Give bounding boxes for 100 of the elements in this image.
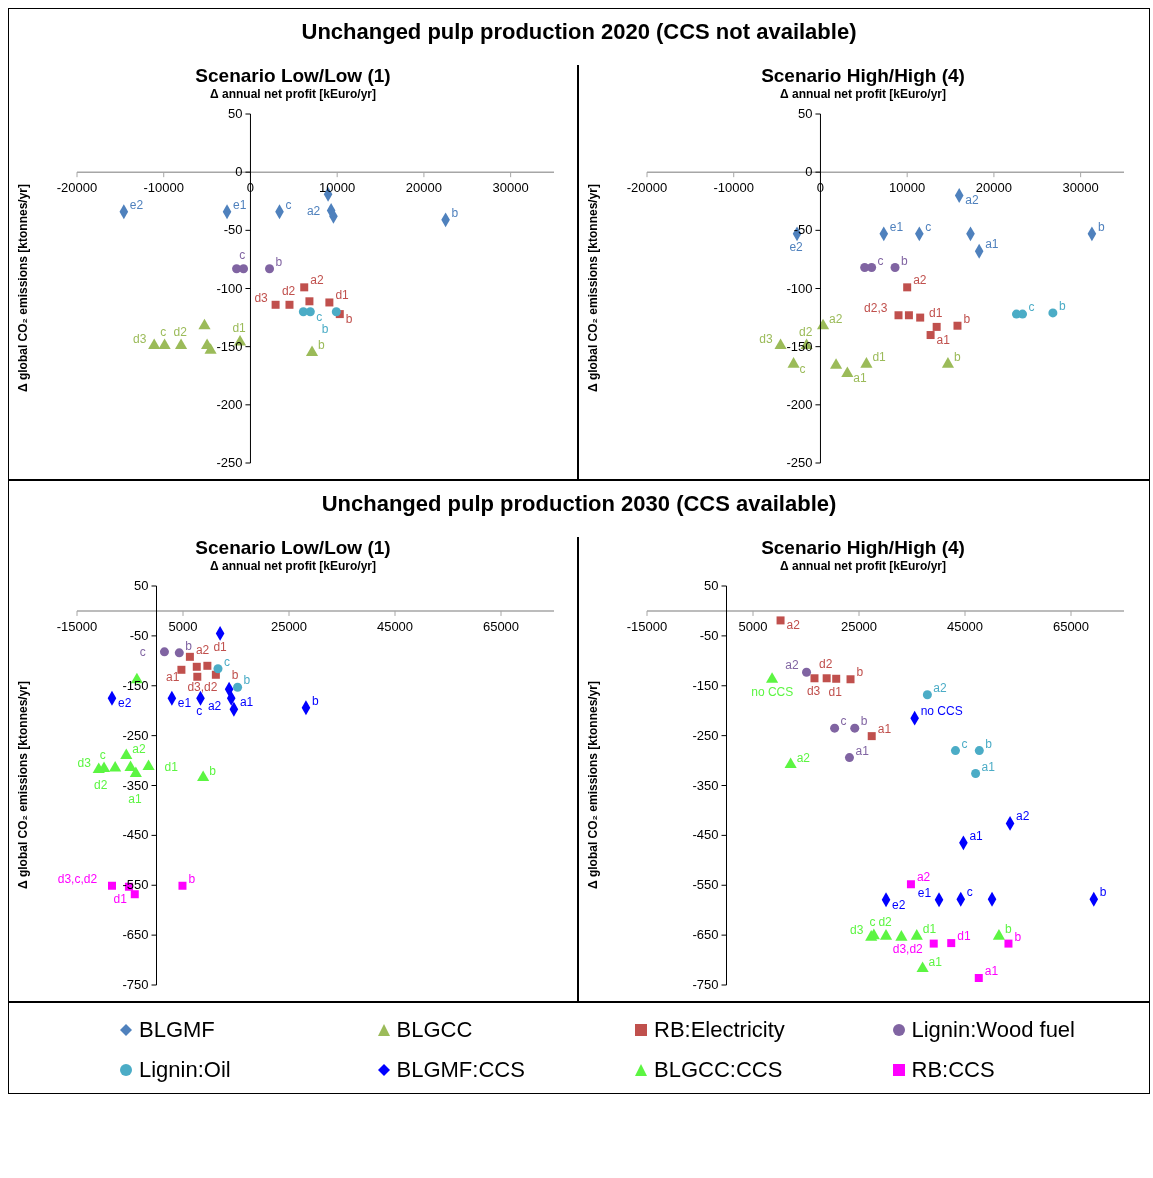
data-label: b (953, 350, 961, 365)
point (774, 338, 787, 350)
data-label: a2 (785, 658, 799, 673)
data-label: a2 (786, 618, 801, 633)
data-label: b (860, 714, 868, 729)
data-label: a1 (985, 237, 999, 252)
data-label: b (311, 693, 319, 708)
y-tick-label: -50 (699, 627, 719, 643)
data-label: d3 (806, 684, 821, 699)
legend-label: Lignin:Wood fuel (911, 1017, 1075, 1043)
y-tick-label: -150 (122, 677, 149, 693)
y-tick-label: -450 (122, 827, 149, 843)
point (158, 338, 171, 350)
data-label: c (966, 885, 973, 900)
y-tick-label: -50 (793, 222, 813, 238)
point (325, 298, 334, 307)
y-tick-label: 50 (797, 106, 813, 121)
y-tick-label: -550 (122, 877, 149, 893)
y-axis-title: Δ global CO₂ emissions [ktonnes/yr] (586, 184, 600, 392)
x-axis-title: Δ annual net profit [kEuro/yr] (210, 87, 376, 101)
data-label: a2 (965, 193, 979, 208)
data-label: e2 (892, 897, 906, 912)
y-tick-label: -350 (692, 777, 719, 793)
x-tick-label: 65000 (482, 618, 520, 634)
data-label: d1 (828, 684, 843, 699)
y-tick-label: -550 (692, 877, 719, 893)
data-label: c (196, 704, 203, 719)
data-label: d3 (132, 331, 147, 346)
point (941, 357, 955, 368)
data-label: a1 (984, 964, 999, 979)
point (971, 769, 981, 779)
text: Unchanged pulp production 2030 (CCS available) (320, 491, 838, 517)
data-label: a2 (829, 311, 843, 326)
data-label: e2 (129, 197, 144, 212)
point (203, 661, 212, 670)
point (953, 321, 962, 330)
legend-label: BLGCC:CCS (654, 1057, 783, 1083)
x-tick-label: -20000 (626, 180, 668, 196)
point (776, 616, 785, 625)
y-tick-label: -650 (692, 927, 719, 943)
data-label: a2 (306, 204, 321, 219)
data-label: a1 (166, 669, 180, 684)
legend-label: RB:Electricity (654, 1017, 785, 1043)
point (285, 300, 294, 309)
point (832, 674, 841, 683)
point (107, 881, 116, 890)
point (926, 331, 935, 340)
point (109, 761, 122, 772)
y-tick-label: 0 (805, 164, 813, 180)
point (204, 343, 217, 354)
data-label: d3 (759, 331, 774, 346)
x-tick-label: -10000 (713, 180, 754, 196)
data-label: a1 (969, 828, 984, 843)
point (233, 682, 243, 692)
data-label: d2 (798, 324, 813, 339)
data-label: b (901, 253, 909, 268)
y-axis-title: Δ global CO₂ emissions [ktonnes/yr] (16, 184, 30, 392)
data-label: d3 (254, 290, 269, 305)
data-label: b (321, 321, 329, 336)
data-label: d2 (281, 283, 296, 298)
data-label: c (925, 219, 932, 234)
data-label: a2 (132, 741, 146, 756)
data-label: c (139, 644, 146, 659)
data-label: c (316, 309, 323, 324)
point (1048, 308, 1058, 318)
y-tick-label: 50 (704, 578, 719, 593)
point (844, 753, 854, 763)
point (174, 338, 188, 350)
point (906, 880, 915, 889)
data-label: c (877, 253, 884, 268)
point (904, 311, 913, 320)
point (159, 647, 169, 657)
point (894, 311, 903, 320)
point (947, 939, 956, 948)
data-label: d3,c,d2 (57, 871, 98, 886)
y-tick-label: -100 (786, 280, 813, 296)
data-label: d3,d2 (187, 679, 218, 694)
point (830, 723, 840, 733)
x-tick-label: 45000 (946, 618, 984, 634)
data-label: d1 (113, 892, 128, 907)
point (305, 345, 319, 356)
y-tick-label: -250 (216, 455, 243, 470)
point (922, 690, 932, 700)
legend-label: BLGMF:CCS (396, 1057, 525, 1083)
point (193, 672, 202, 681)
point (810, 674, 819, 683)
data-label: c (1028, 300, 1035, 315)
data-label: a1 (936, 333, 951, 348)
legend-label: BLGMF (139, 1017, 215, 1043)
y-axis-title: Δ global CO₂ emissions [ktonnes/yr] (16, 681, 30, 889)
data-label: e1 (233, 197, 247, 212)
y-tick-label: -250 (122, 727, 149, 743)
data-label: a2 (913, 273, 927, 288)
point (850, 723, 860, 733)
data-label: c (869, 914, 876, 929)
data-label: c (961, 736, 968, 751)
data-label: d2 (819, 657, 833, 672)
point (879, 929, 893, 940)
point (895, 930, 908, 941)
data-label: c (840, 714, 847, 729)
